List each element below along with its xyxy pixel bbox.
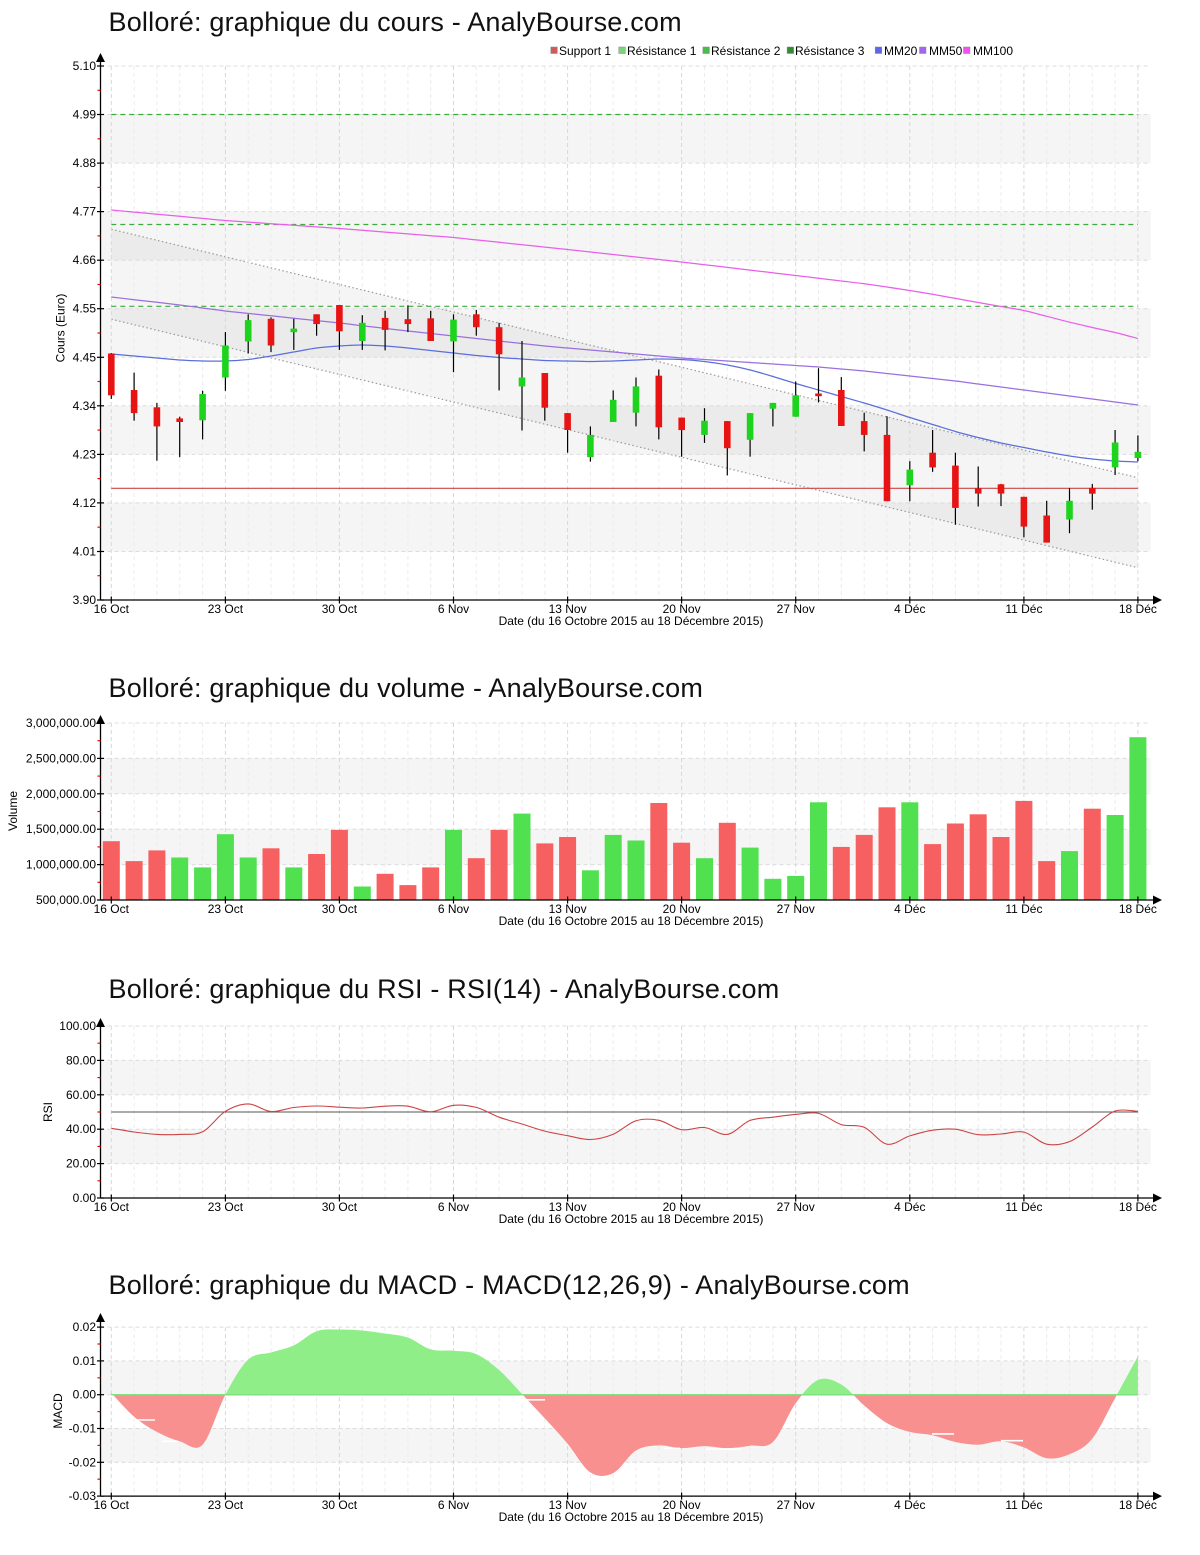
svg-text:Date (du 16 Octobre 2015 au 18: Date (du 16 Octobre 2015 au 18 Décembre … xyxy=(499,1510,764,1524)
svg-text:40.00: 40.00 xyxy=(66,1122,96,1136)
svg-text:11 Déc: 11 Déc xyxy=(1005,602,1042,616)
svg-text:4.01: 4.01 xyxy=(73,545,97,559)
svg-text:13 Nov: 13 Nov xyxy=(549,602,587,616)
svg-text:Date (du 16 Octobre 2015 au 18: Date (du 16 Octobre 2015 au 18 Décembre … xyxy=(499,614,764,628)
svg-text:20 Nov: 20 Nov xyxy=(663,1200,701,1214)
svg-text:20.00: 20.00 xyxy=(66,1157,96,1171)
svg-text:4.88: 4.88 xyxy=(73,156,97,170)
svg-text:18 Déc: 18 Déc xyxy=(1119,602,1157,616)
svg-text:4.99: 4.99 xyxy=(73,108,97,122)
svg-text:Résistance 1: Résistance 1 xyxy=(627,44,697,58)
svg-text:4.45: 4.45 xyxy=(73,350,97,364)
svg-text:16 Oct: 16 Oct xyxy=(94,602,130,616)
svg-text:27 Nov: 27 Nov xyxy=(777,1498,815,1512)
svg-text:18 Déc: 18 Déc xyxy=(1119,1498,1157,1512)
svg-text:-0.03: -0.03 xyxy=(69,1489,97,1503)
svg-text:4 Déc: 4 Déc xyxy=(894,1498,925,1512)
svg-text:6 Nov: 6 Nov xyxy=(438,602,469,616)
svg-text:80.00: 80.00 xyxy=(66,1053,96,1067)
svg-text:16 Oct: 16 Oct xyxy=(94,902,130,916)
svg-text:4.23: 4.23 xyxy=(73,447,97,461)
svg-text:20 Nov: 20 Nov xyxy=(663,602,701,616)
svg-text:11 Déc: 11 Déc xyxy=(1005,1200,1042,1214)
svg-text:Cours (Euro): Cours (Euro) xyxy=(54,294,68,363)
svg-text:4 Déc: 4 Déc xyxy=(894,1200,925,1214)
svg-text:RSI: RSI xyxy=(41,1102,55,1122)
svg-text:6 Nov: 6 Nov xyxy=(438,1498,469,1512)
svg-text:500,000.00: 500,000.00 xyxy=(36,893,96,907)
svg-text:11 Déc: 11 Déc xyxy=(1005,902,1042,916)
svg-text:30 Oct: 30 Oct xyxy=(322,902,358,916)
svg-text:11 Déc: 11 Déc xyxy=(1005,1498,1042,1512)
svg-text:MACD: MACD xyxy=(51,1393,65,1429)
svg-text:4.77: 4.77 xyxy=(73,205,97,219)
svg-text:2,000,000.00: 2,000,000.00 xyxy=(26,787,96,801)
svg-text:Date (du 16 Octobre 2015 au 18: Date (du 16 Octobre 2015 au 18 Décembre … xyxy=(499,914,764,928)
svg-text:27 Nov: 27 Nov xyxy=(777,902,815,916)
svg-text:Support 1: Support 1 xyxy=(559,44,611,58)
svg-text:23 Oct: 23 Oct xyxy=(208,1200,244,1214)
svg-text:Résistance 3: Résistance 3 xyxy=(795,44,865,58)
svg-text:-0.01: -0.01 xyxy=(69,1422,97,1436)
svg-text:23 Oct: 23 Oct xyxy=(208,1498,244,1512)
svg-text:60.00: 60.00 xyxy=(66,1088,96,1102)
svg-text:0.00: 0.00 xyxy=(73,1388,97,1402)
svg-text:Résistance 2: Résistance 2 xyxy=(711,44,781,58)
svg-text:20 Nov: 20 Nov xyxy=(663,1498,701,1512)
svg-text:16 Oct: 16 Oct xyxy=(94,1498,130,1512)
svg-text:Bolloré: graphique du volume -: Bolloré: graphique du volume - AnalyBour… xyxy=(109,673,704,703)
svg-text:1,000,000.00: 1,000,000.00 xyxy=(26,858,96,872)
svg-text:30 Oct: 30 Oct xyxy=(322,1200,358,1214)
svg-text:100.00: 100.00 xyxy=(59,1019,96,1033)
svg-text:0.01: 0.01 xyxy=(73,1354,97,1368)
svg-text:-0.02: -0.02 xyxy=(69,1455,97,1469)
svg-text:4 Déc: 4 Déc xyxy=(894,602,925,616)
svg-text:Date (du 16 Octobre 2015 au 18: Date (du 16 Octobre 2015 au 18 Décembre … xyxy=(499,1212,764,1226)
svg-text:Bolloré: graphique du RSI - RS: Bolloré: graphique du RSI - RSI(14) - An… xyxy=(109,974,780,1004)
svg-text:27 Nov: 27 Nov xyxy=(777,1200,815,1214)
svg-text:4.34: 4.34 xyxy=(73,399,97,413)
svg-text:18 Déc: 18 Déc xyxy=(1119,902,1157,916)
svg-text:MM20: MM20 xyxy=(884,44,918,58)
svg-text:3.90: 3.90 xyxy=(73,593,97,607)
svg-text:20 Nov: 20 Nov xyxy=(663,902,701,916)
svg-text:13 Nov: 13 Nov xyxy=(549,902,587,916)
svg-text:27 Nov: 27 Nov xyxy=(777,602,815,616)
svg-text:2,500,000.00: 2,500,000.00 xyxy=(26,751,96,765)
svg-text:4 Déc: 4 Déc xyxy=(894,902,925,916)
svg-text:4.55: 4.55 xyxy=(73,302,97,316)
svg-text:6 Nov: 6 Nov xyxy=(438,1200,469,1214)
svg-text:6 Nov: 6 Nov xyxy=(438,902,469,916)
svg-text:MM50: MM50 xyxy=(929,44,963,58)
svg-text:4.66: 4.66 xyxy=(73,253,97,267)
svg-text:0.02: 0.02 xyxy=(73,1320,97,1334)
svg-text:30 Oct: 30 Oct xyxy=(322,1498,358,1512)
svg-text:3,000,000.00: 3,000,000.00 xyxy=(26,716,96,730)
svg-text:Bolloré: graphique du MACD - M: Bolloré: graphique du MACD - MACD(12,26,… xyxy=(109,1270,910,1300)
svg-text:13 Nov: 13 Nov xyxy=(549,1498,587,1512)
svg-text:0.00: 0.00 xyxy=(73,1191,97,1205)
svg-text:Bolloré: graphique du cours -: Bolloré: graphique du cours - AnalyBours… xyxy=(109,7,682,37)
svg-text:23 Oct: 23 Oct xyxy=(208,902,244,916)
svg-text:4.12: 4.12 xyxy=(73,496,97,510)
svg-text:MM100: MM100 xyxy=(973,44,1013,58)
svg-text:18 Déc: 18 Déc xyxy=(1119,1200,1157,1214)
svg-text:5.10: 5.10 xyxy=(73,59,97,73)
svg-text:13 Nov: 13 Nov xyxy=(549,1200,587,1214)
svg-text:16 Oct: 16 Oct xyxy=(94,1200,130,1214)
svg-text:Volume: Volume xyxy=(6,791,20,831)
svg-text:23 Oct: 23 Oct xyxy=(208,602,244,616)
svg-text:30 Oct: 30 Oct xyxy=(322,602,358,616)
svg-text:1,500,000.00: 1,500,000.00 xyxy=(26,822,96,836)
